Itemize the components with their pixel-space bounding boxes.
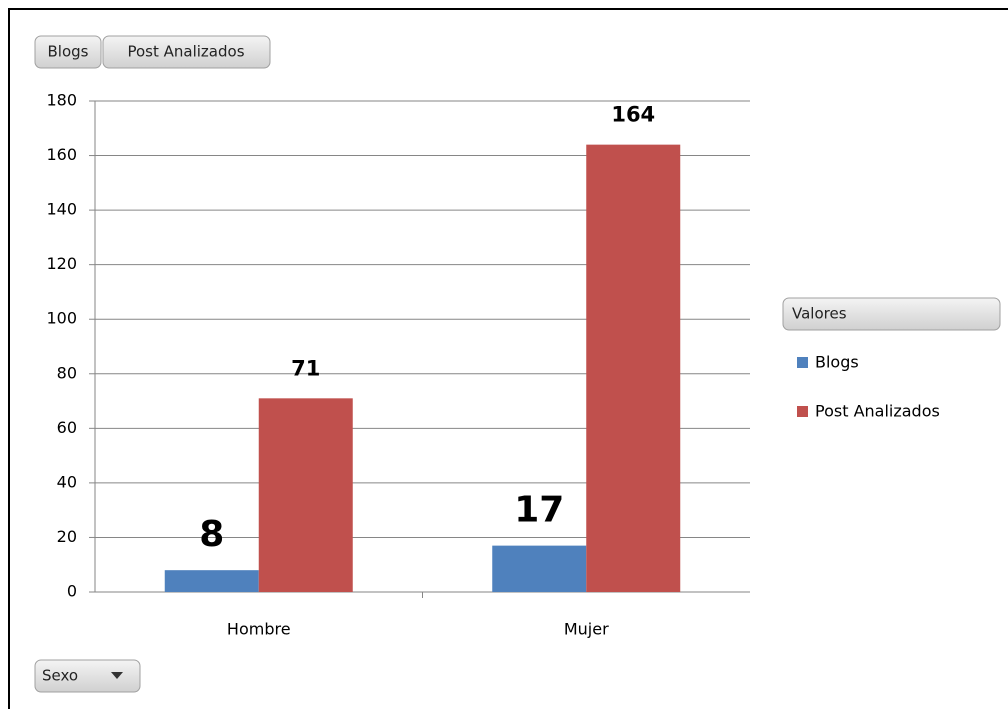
y-tick-label: 100 [46,309,77,328]
field-button[interactable]: Post Analizados [102,35,271,69]
y-tick-label: 20 [57,527,77,546]
data-label: 71 [291,356,320,380]
bar [586,144,681,592]
data-label: 8 [199,514,224,555]
legend-title: Valores [792,305,847,323]
y-tick-label: 120 [46,254,77,273]
data-label: 164 [611,103,655,127]
data-label: 17 [514,490,564,531]
field-button-label: Blogs [48,43,89,61]
frame [8,8,1008,709]
bar [258,398,353,592]
legend-label: Blogs [815,353,859,372]
y-tick-label: 40 [57,472,77,491]
y-tick-label: 140 [46,200,77,219]
bar [164,570,259,592]
bar [492,545,587,592]
axis-field-label: Sexo [42,667,78,685]
field-button-label: Post Analizados [127,43,244,61]
dropdown-arrow [111,672,123,679]
x-tick-label: Hombre [227,620,291,639]
field-button[interactable]: Blogs [34,35,102,69]
y-tick-label: 180 [46,91,77,110]
legend-title-button[interactable]: Valores [782,297,1001,331]
y-tick-label: 0 [67,582,77,601]
legend-swatch [797,357,808,368]
x-tick-label: Mujer [564,620,609,639]
y-tick-label: 80 [57,363,77,382]
legend-swatch [797,406,808,417]
y-tick-label: 60 [57,418,77,437]
y-tick-label: 160 [46,145,77,164]
legend-label: Post Analizados [815,402,940,421]
axis-field-button[interactable]: Sexo [34,659,141,693]
